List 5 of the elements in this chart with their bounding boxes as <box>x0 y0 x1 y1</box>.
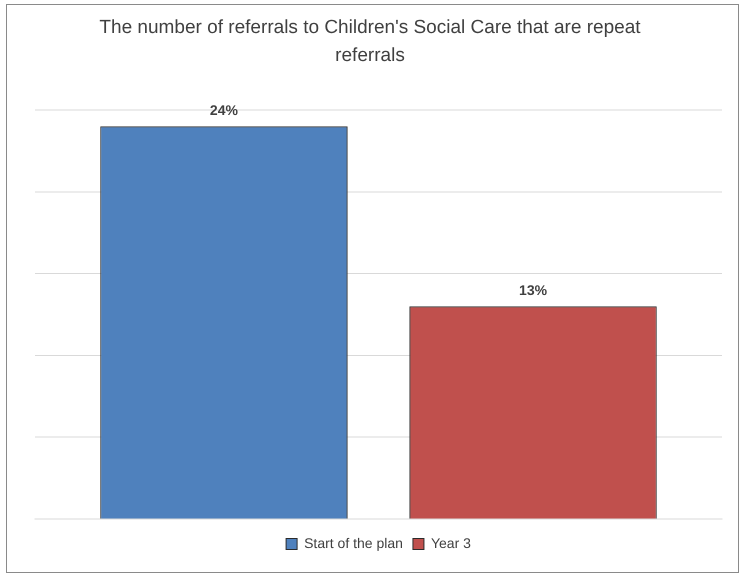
legend-label: Year 3 <box>430 534 472 551</box>
legend-label: Start of the plan <box>304 534 403 551</box>
chart-title: The number of referrals to Children's Social Care that are repeat referrals <box>98 16 642 68</box>
data-label: 13% <box>519 282 548 298</box>
data-label: 24% <box>210 102 238 118</box>
